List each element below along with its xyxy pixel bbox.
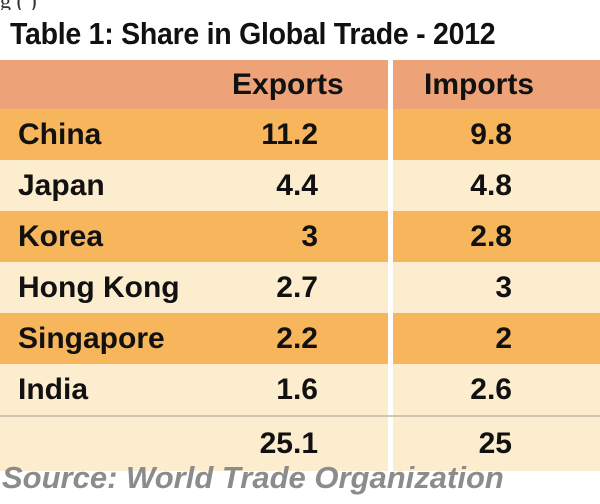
country-cell: Japan [18, 168, 105, 202]
column-divider [388, 364, 393, 415]
imports-cell: 4.8 [470, 168, 512, 202]
imports-total-cell: 25 [478, 427, 512, 460]
column-divider [388, 109, 393, 160]
table-row: China 11.2 9.8 [0, 109, 600, 160]
exports-cell: 11.2 [261, 117, 318, 151]
exports-cell: 1.6 [276, 372, 318, 406]
country-cell: Singapore [18, 321, 165, 355]
exports-cell: 3 [301, 219, 318, 253]
table-row: Singapore 2.2 2 [0, 313, 600, 364]
column-divider [388, 417, 393, 471]
country-cell: China [18, 117, 102, 151]
table-total-row: 25.1 25 [0, 415, 600, 471]
column-divider [388, 60, 393, 109]
table-header-row: Exports Imports [0, 60, 600, 109]
imports-cell: 2.6 [470, 372, 512, 406]
column-header-imports: Imports [424, 67, 535, 101]
clipped-caption-fragment: g ( ) [0, 0, 600, 10]
source-caption: Source: World Trade Organization [2, 460, 504, 495]
country-cell: Korea [18, 219, 104, 253]
column-divider [388, 211, 393, 262]
column-header-exports: Exports [232, 67, 344, 101]
trade-share-table: Exports Imports China 11.2 9.8 Japan 4.4… [0, 60, 600, 471]
country-cell: India [18, 372, 89, 406]
exports-total-cell: 25.1 [259, 427, 318, 460]
column-divider [388, 160, 393, 211]
country-cell: Hong Kong [18, 270, 180, 304]
column-divider [388, 262, 393, 313]
exports-cell: 2.7 [276, 270, 318, 304]
table-row: India 1.6 2.6 [0, 364, 600, 415]
table-row: Japan 4.4 4.8 [0, 160, 600, 211]
imports-cell: 2 [495, 321, 512, 355]
table-row: Hong Kong 2.7 3 [0, 262, 600, 313]
imports-cell: 9.8 [470, 117, 512, 151]
exports-cell: 4.4 [276, 168, 318, 202]
imports-cell: 2.8 [470, 219, 512, 253]
column-divider [388, 313, 393, 364]
table-title: Table 1: Share in Global Trade - 2012 [10, 16, 496, 51]
imports-cell: 3 [495, 270, 512, 304]
table-row: Korea 3 2.8 [0, 211, 600, 262]
exports-cell: 2.2 [276, 321, 318, 355]
